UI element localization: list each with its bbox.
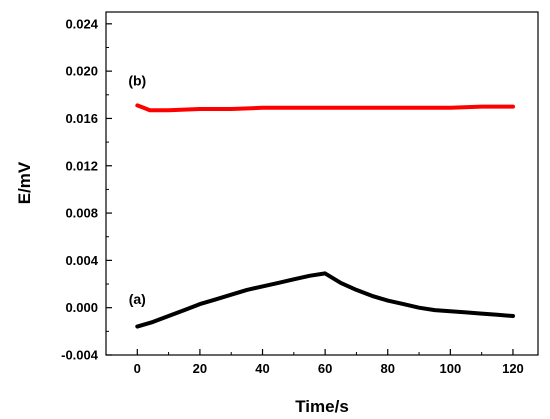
- y-tick-label: 0.000: [65, 300, 98, 315]
- y-tick-label: 0.020: [65, 64, 98, 79]
- x-tick-label: 60: [318, 361, 332, 376]
- series-annotation: (a): [129, 291, 146, 307]
- plot-frame: [105, 11, 539, 356]
- series-layer: [135, 103, 515, 329]
- y-tick-label: 0.016: [65, 111, 98, 126]
- annotations: (a) (b): [128, 72, 146, 307]
- x-tick-label: 0: [134, 361, 141, 376]
- y-tick-label: 0.004: [65, 253, 98, 268]
- y-tick-label: 0.024: [65, 16, 98, 31]
- series-line-0: [135, 271, 515, 329]
- x-tick-label: 80: [381, 361, 395, 376]
- x-tick-label: 100: [439, 361, 461, 376]
- series-annotation: (b): [128, 72, 146, 88]
- x-axis-title: Time/s: [295, 397, 349, 416]
- x-tick-label: 120: [502, 361, 524, 376]
- y-tick-label: 0.012: [65, 158, 98, 173]
- series-line-1: [135, 103, 515, 113]
- y-axis-title: E/mV: [15, 161, 34, 204]
- x-axis: 0 20 40 60 80 100 120: [134, 349, 524, 376]
- y-tick-label: 0.008: [65, 206, 98, 221]
- x-tick-label: 20: [193, 361, 207, 376]
- y-axis: -0.004 0.000 0.004 0.008 0.012 0.016 0.020 0.02…: [61, 16, 112, 363]
- x-tick-label: 40: [255, 361, 269, 376]
- y-tick-label: -0.004: [61, 348, 99, 363]
